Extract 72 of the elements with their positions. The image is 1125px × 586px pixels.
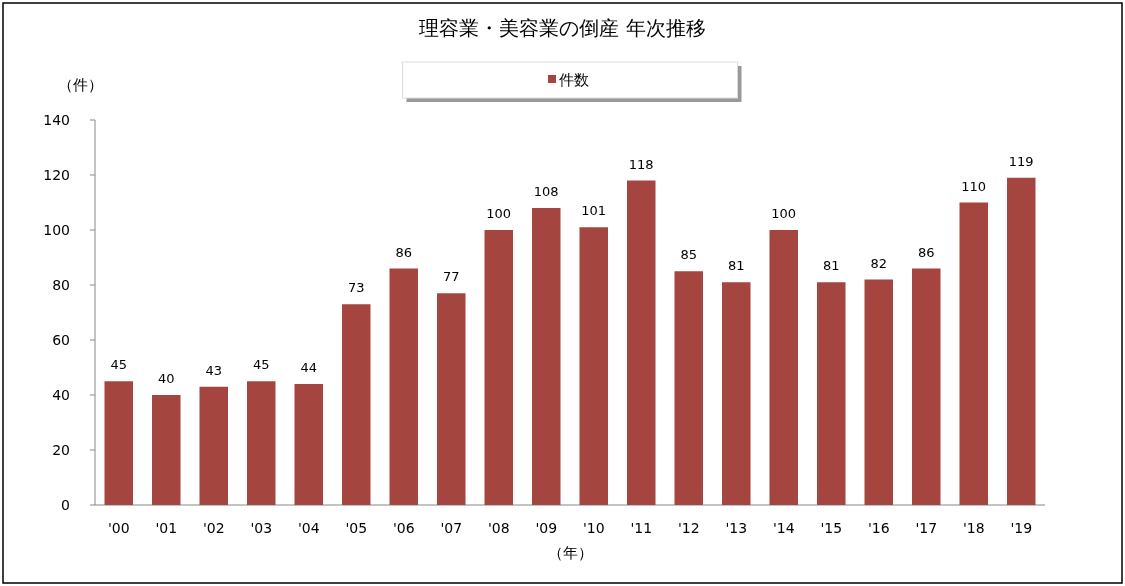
- x-tick-label: '04: [297, 520, 320, 536]
- y-tick-label: 20: [52, 442, 70, 458]
- data-label: 81: [727, 258, 745, 274]
- x-tick-label: '09: [535, 520, 558, 536]
- x-tick-label: '08: [487, 520, 510, 536]
- y-tick-label: 40: [52, 387, 70, 403]
- data-label: 86: [395, 244, 413, 260]
- y-tick-label: 80: [52, 277, 70, 293]
- legend-label: 件数: [559, 71, 589, 89]
- x-tick-label: '17: [915, 520, 938, 536]
- bar: [104, 381, 133, 505]
- bar: [342, 304, 371, 505]
- bar: [674, 271, 703, 505]
- bar: [389, 268, 418, 505]
- data-label: 81: [822, 258, 840, 274]
- x-tick-label: '06: [392, 520, 415, 536]
- bar: [532, 208, 561, 505]
- data-label: 101: [581, 203, 607, 219]
- x-tick-label: '01: [155, 520, 178, 536]
- bar: [1007, 177, 1036, 505]
- bar: [579, 227, 608, 505]
- bar: [437, 293, 466, 505]
- data-label: 45: [110, 357, 128, 373]
- data-label: 86: [917, 244, 935, 260]
- x-tick-label: '15: [820, 520, 843, 536]
- x-tick-label: '07: [440, 520, 463, 536]
- x-tick-label: '12: [677, 520, 700, 536]
- data-label: 108: [533, 184, 559, 199]
- chart-title: 理容業・美容業の倒産 年次推移: [419, 16, 706, 40]
- data-label: 73: [347, 280, 365, 296]
- y-tick-label: 60: [52, 332, 70, 348]
- y-tick-label: 0: [61, 497, 70, 513]
- data-label: 45: [252, 357, 270, 373]
- data-label: 110: [961, 178, 987, 194]
- bar: [484, 230, 513, 505]
- x-tick-label: '16: [867, 520, 890, 536]
- x-tick-label: '11: [630, 520, 653, 536]
- x-tick-label: '02: [202, 520, 225, 536]
- bar: [722, 282, 751, 505]
- x-tick-label: '14: [772, 520, 795, 536]
- data-label: 100: [486, 206, 512, 221]
- bar: [912, 268, 941, 505]
- bar: [247, 381, 276, 505]
- data-label: 82: [870, 255, 888, 271]
- data-label: 100: [771, 206, 797, 221]
- x-tick-label: '05: [345, 520, 368, 536]
- y-tick-label: 100: [43, 222, 70, 238]
- y-tick-label: 140: [43, 112, 70, 128]
- x-tick-label: '00: [107, 520, 130, 536]
- data-label: 44: [300, 360, 318, 375]
- bar: [152, 395, 181, 505]
- data-label: 77: [442, 269, 460, 285]
- bar: [199, 386, 228, 505]
- x-tick-label: '18: [962, 520, 985, 536]
- bar: [817, 282, 846, 505]
- bar: [864, 279, 893, 505]
- bar: [959, 202, 988, 505]
- x-axis-title: （年）: [547, 544, 593, 562]
- data-label: 43: [205, 362, 223, 378]
- y-axis-title: （件）: [57, 76, 103, 94]
- x-tick-label: '19: [1010, 520, 1033, 536]
- x-tick-label: '10: [582, 520, 605, 536]
- data-label: 119: [1008, 153, 1034, 169]
- bar: [627, 180, 656, 505]
- x-tick-label: '13: [725, 520, 748, 536]
- bar: [294, 384, 323, 505]
- bar: [769, 230, 798, 505]
- x-tick-label: '03: [250, 520, 273, 536]
- data-label: 40: [157, 371, 175, 386]
- data-label: 85: [680, 247, 698, 263]
- data-label: 118: [628, 156, 654, 172]
- y-tick-label: 120: [43, 167, 70, 183]
